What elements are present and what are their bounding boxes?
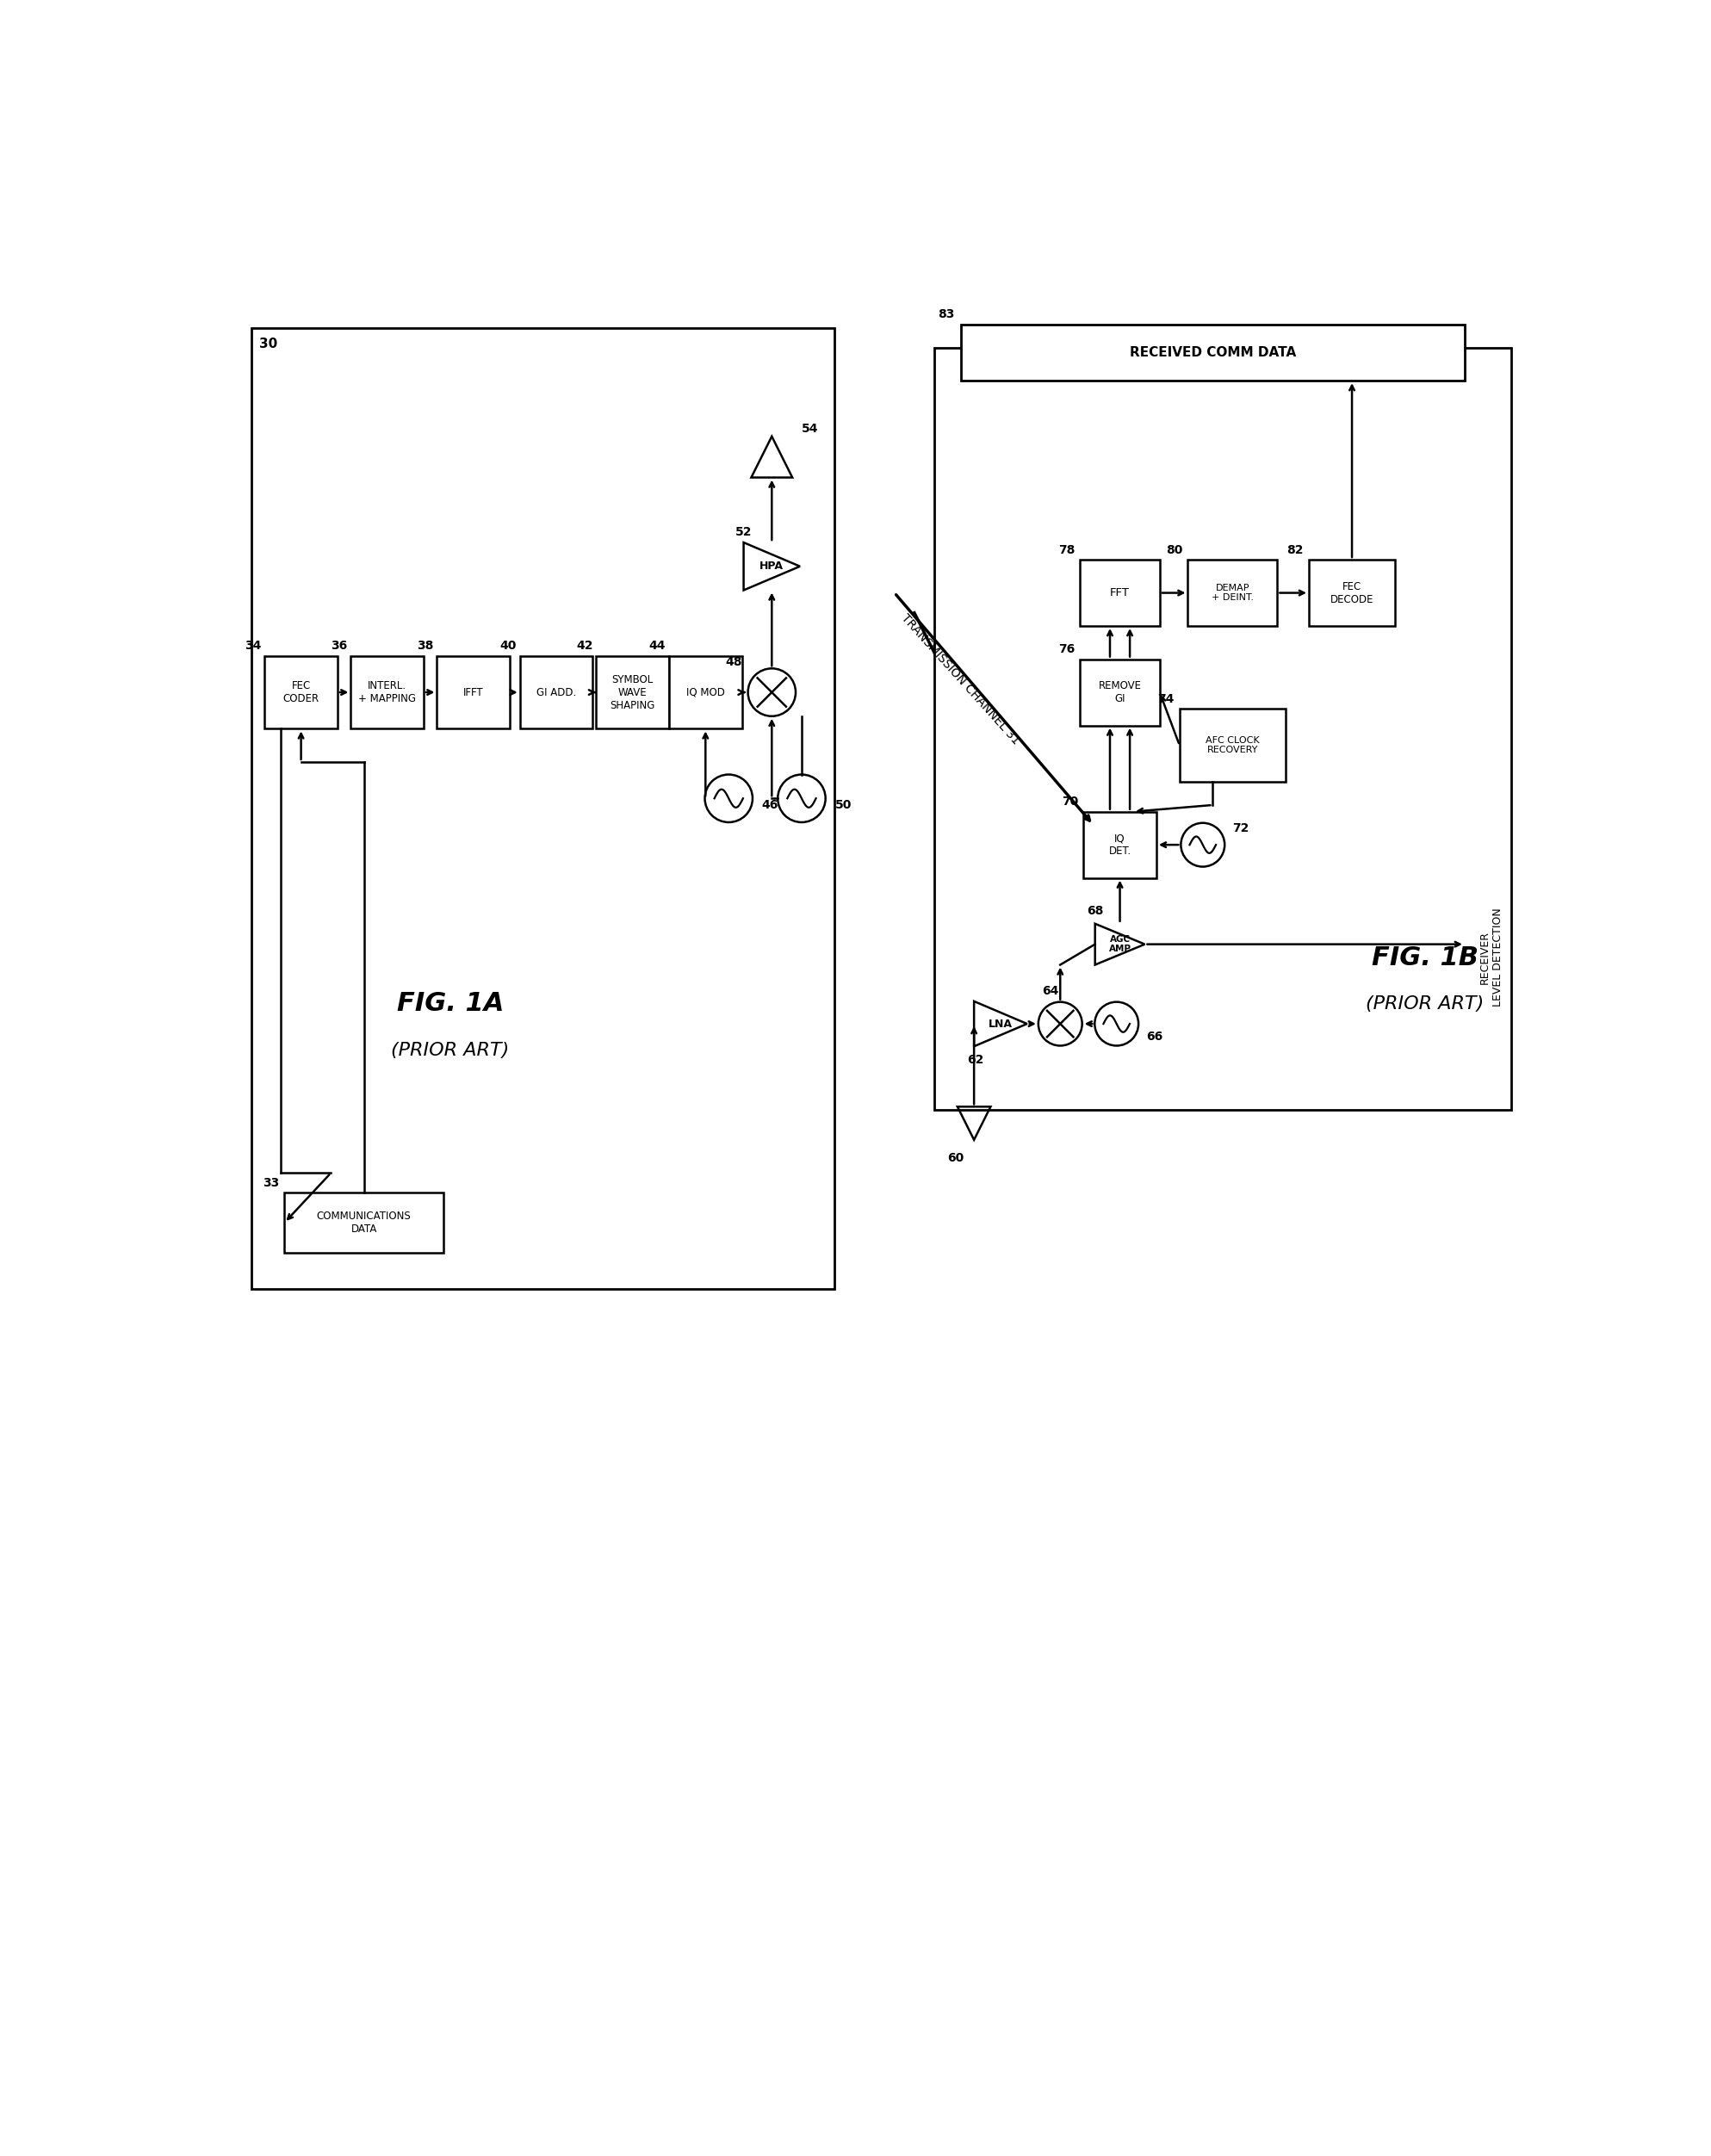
Text: FEC
DECODE: FEC DECODE [1329, 580, 1374, 606]
Text: IFFT: IFFT [464, 688, 484, 699]
Text: 30: 30 [260, 338, 277, 351]
Text: 46: 46 [761, 800, 779, 811]
FancyBboxPatch shape [669, 655, 743, 729]
Text: REMOVE
GI: REMOVE GI [1098, 681, 1141, 705]
Text: 80: 80 [1165, 543, 1182, 556]
Text: AGC
AMP: AGC AMP [1109, 936, 1131, 953]
Text: 72: 72 [1232, 821, 1249, 834]
FancyBboxPatch shape [351, 655, 424, 729]
FancyBboxPatch shape [252, 328, 835, 1289]
Text: 74: 74 [1158, 692, 1174, 705]
FancyBboxPatch shape [284, 1192, 443, 1253]
Text: TRANSMISSION CHANNEL 31: TRANSMISSION CHANNEL 31 [900, 612, 1023, 746]
FancyBboxPatch shape [595, 655, 669, 729]
Text: 82: 82 [1287, 543, 1304, 556]
FancyBboxPatch shape [1080, 561, 1160, 625]
Text: FIG. 1B: FIG. 1B [1372, 944, 1478, 970]
Text: SYMBOL
WAVE
SHAPING: SYMBOL WAVE SHAPING [611, 675, 655, 711]
Text: 34: 34 [245, 640, 262, 651]
Text: 44: 44 [648, 640, 666, 651]
Text: 38: 38 [417, 640, 433, 651]
Text: 54: 54 [802, 423, 818, 436]
Text: 68: 68 [1086, 906, 1104, 916]
FancyBboxPatch shape [1080, 660, 1160, 724]
Text: 70: 70 [1061, 796, 1078, 808]
Text: 62: 62 [967, 1054, 984, 1067]
Text: 52: 52 [736, 526, 751, 537]
FancyBboxPatch shape [1179, 709, 1285, 783]
Text: FFT: FFT [1110, 586, 1129, 599]
Text: GI ADD.: GI ADD. [536, 688, 577, 699]
Text: IQ MOD: IQ MOD [686, 688, 725, 699]
Text: 42: 42 [577, 640, 592, 651]
Text: 40: 40 [500, 640, 517, 651]
Text: HPA: HPA [760, 561, 784, 571]
FancyBboxPatch shape [962, 323, 1465, 382]
Text: FIG. 1A: FIG. 1A [397, 992, 503, 1015]
Text: AFC CLOCK
RECOVERY: AFC CLOCK RECOVERY [1206, 735, 1259, 755]
Text: RECEIVER
LEVEL DETECTION: RECEIVER LEVEL DETECTION [1478, 908, 1504, 1007]
Text: RECEIVED COMM DATA: RECEIVED COMM DATA [1129, 347, 1295, 360]
Text: IQ
DET.: IQ DET. [1109, 832, 1131, 856]
Text: 50: 50 [835, 800, 852, 811]
FancyBboxPatch shape [436, 655, 510, 729]
Text: (PRIOR ART): (PRIOR ART) [392, 1041, 510, 1059]
Text: DEMAP
+ DEINT.: DEMAP + DEINT. [1211, 584, 1254, 602]
FancyBboxPatch shape [934, 347, 1511, 1110]
Text: (PRIOR ART): (PRIOR ART) [1365, 996, 1483, 1013]
Text: 66: 66 [1146, 1031, 1163, 1044]
FancyBboxPatch shape [1309, 561, 1394, 625]
FancyBboxPatch shape [265, 655, 337, 729]
FancyBboxPatch shape [520, 655, 592, 729]
Text: 83: 83 [938, 308, 955, 321]
Text: 33: 33 [262, 1177, 279, 1188]
Text: FEC
CODER: FEC CODER [282, 681, 320, 705]
Text: 78: 78 [1057, 543, 1075, 556]
Text: INTERL.
+ MAPPING: INTERL. + MAPPING [358, 681, 416, 705]
Text: 64: 64 [1042, 985, 1059, 996]
Text: LNA: LNA [989, 1018, 1013, 1028]
Text: COMMUNICATIONS
DATA: COMMUNICATIONS DATA [317, 1212, 411, 1235]
Text: 60: 60 [948, 1151, 963, 1164]
Text: 76: 76 [1057, 642, 1075, 655]
FancyBboxPatch shape [1187, 561, 1278, 625]
FancyBboxPatch shape [1083, 811, 1157, 877]
Text: 36: 36 [330, 640, 347, 651]
Text: 48: 48 [725, 655, 743, 668]
